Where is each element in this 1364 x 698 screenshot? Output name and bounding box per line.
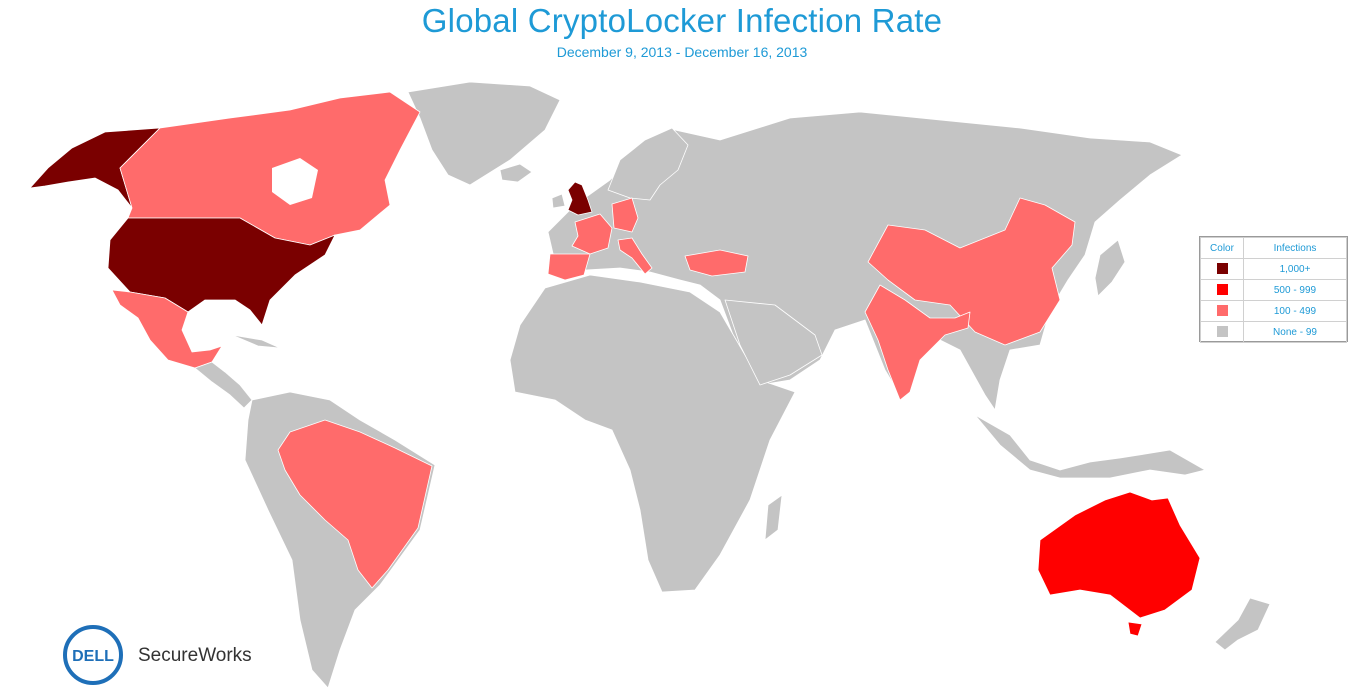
germany (611, 197, 639, 233)
new-zealand (1214, 597, 1271, 651)
legend-header-row: Color Infections (1200, 237, 1347, 259)
arabian-peninsula (724, 299, 823, 386)
legend-swatch (1216, 305, 1228, 317)
hudson-bay (272, 158, 318, 205)
mexico (111, 289, 223, 369)
iceland (499, 163, 533, 183)
legend-label: 500 - 999 (1243, 279, 1347, 301)
map-subtitle: December 9, 2013 - December 16, 2013 (556, 44, 808, 60)
legend-col-color: Color (1200, 237, 1244, 259)
legend-swatch (1216, 263, 1228, 275)
legend-label: 100 - 499 (1243, 300, 1347, 322)
brand-name: SecureWorks (138, 645, 252, 666)
italy (617, 237, 653, 275)
africa (509, 274, 796, 593)
legend-row: None - 99 (1200, 321, 1347, 343)
map-title: Global CryptoLocker Infection Rate (421, 2, 943, 39)
ireland (551, 193, 566, 209)
greenland (407, 81, 561, 186)
legend: Color Infections 1,000+ 500 - 999 100 - … (1199, 236, 1348, 343)
united-states (107, 217, 336, 326)
india (864, 284, 971, 401)
brazil (277, 419, 433, 589)
spain (547, 253, 591, 281)
australia (1037, 491, 1201, 619)
china (867, 197, 1076, 346)
canada (119, 91, 421, 246)
legend-row: 1,000+ (1200, 258, 1347, 280)
cuba (231, 334, 281, 349)
united-kingdom (567, 181, 593, 216)
southeast-asia-islands (974, 414, 1206, 479)
tasmania (1127, 621, 1143, 637)
legend-swatch (1216, 284, 1228, 296)
legend-label: None - 99 (1243, 321, 1347, 343)
japan (1094, 239, 1126, 297)
france (571, 213, 613, 255)
turkey (684, 249, 749, 277)
legend-label: 1,000+ (1243, 258, 1347, 280)
madagascar (764, 494, 783, 541)
legend-col-infections: Infections (1243, 237, 1347, 259)
scandinavia (607, 127, 689, 201)
legend-row: 500 - 999 (1200, 279, 1347, 301)
dell-logo-text: DELL (72, 648, 114, 665)
legend-row: 100 - 499 (1200, 300, 1347, 322)
central-america (194, 361, 253, 409)
legend-swatch (1216, 326, 1228, 338)
dell-logo: DELL (63, 625, 123, 685)
